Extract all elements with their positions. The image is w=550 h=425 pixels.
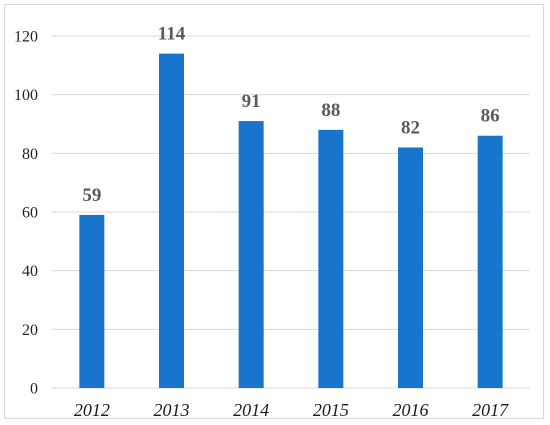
x-category-label: 2012 [74,400,110,420]
y-axis-tick-labels: 0 20 40 60 80 100 120 [14,29,38,398]
y-tick-label: 40 [22,263,38,280]
bar-2017 [477,135,503,388]
y-tick-label: 60 [22,205,38,222]
bars [79,53,503,389]
y-tick-label: 120 [14,29,38,46]
data-label: 114 [158,24,186,45]
x-category-label: 2016 [393,400,429,420]
data-label: 88 [321,100,340,121]
data-labels: 59 114 91 88 82 86 [82,24,499,206]
x-category-label: 2015 [313,400,349,420]
x-category-label: 2013 [154,400,190,420]
bar-2016 [398,147,423,388]
y-tick-label: 80 [22,146,38,163]
x-category-label: 2014 [233,400,269,420]
data-label: 91 [242,91,261,112]
bar-2015 [318,129,344,388]
x-axis-category-labels: 2012 2013 2014 2015 2016 2017 [74,400,509,420]
y-tick-label: 0 [30,381,38,398]
data-label: 86 [481,106,500,127]
bar-2012 [79,214,105,388]
data-label: 59 [82,185,101,206]
y-tick-label: 100 [14,87,38,104]
y-tick-label: 20 [22,322,38,339]
bar-2014 [238,121,264,389]
x-category-label: 2017 [472,400,509,420]
data-label: 82 [401,117,420,138]
gridlines [52,35,530,389]
bar-2013 [159,53,184,388]
